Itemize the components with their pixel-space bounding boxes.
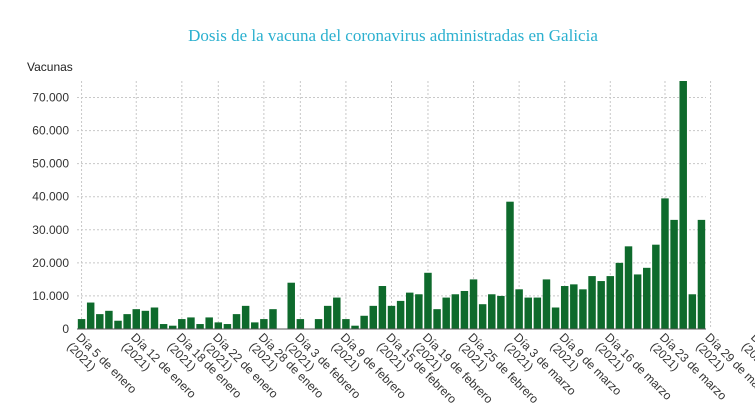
bar[interactable] [205,317,213,329]
bar[interactable] [260,319,268,329]
y-tick-label: 50.000 [32,157,69,171]
bar[interactable] [196,324,204,329]
bar[interactable] [214,322,223,329]
y-tick-label: 60.000 [32,124,69,138]
bar[interactable] [141,310,150,329]
x-gridlines [81,81,712,329]
bar[interactable] [387,305,396,329]
bar[interactable] [688,294,697,329]
bar[interactable] [497,295,505,329]
bar[interactable] [86,302,95,329]
bar[interactable] [643,267,651,329]
bar[interactable] [488,294,496,329]
bar[interactable] [77,319,86,329]
y-tick-label: 30.000 [32,223,69,237]
bar[interactable] [351,325,359,329]
bar[interactable] [560,286,569,329]
bar[interactable] [241,305,250,329]
bar[interactable] [679,81,687,329]
bar[interactable] [168,325,177,329]
bar[interactable] [360,315,368,329]
bar[interactable] [551,307,560,329]
bar[interactable] [542,279,551,329]
bar[interactable] [114,320,122,329]
bar[interactable] [570,284,578,329]
bar[interactable] [123,314,131,329]
bar[interactable] [633,274,642,329]
bar[interactable] [251,322,259,329]
bar[interactable] [670,219,678,329]
y-tick-label: 70.000 [32,91,69,105]
bar[interactable] [323,305,332,329]
chart-title: Dosis de la vacuna del coronavirus admin… [188,26,598,45]
bar[interactable] [615,262,624,329]
bar[interactable] [624,246,633,329]
y-axis-label: Vacunas [27,60,73,74]
bar[interactable] [478,304,487,329]
bar[interactable] [232,314,241,329]
bar[interactable] [506,201,514,329]
y-tick-labels: 0 10.000 20.000 30.000 40.000 50.000 60.000 70.… [32,91,69,336]
y-tick-label: 20.000 [32,256,69,270]
bar[interactable] [415,294,423,329]
bar[interactable] [460,290,469,329]
x-tick-labels: Día 5 de enero(2021) Día 12 de enero(2021… [64,330,755,406]
y-tick-label: 40.000 [32,190,69,204]
bar[interactable] [597,281,605,329]
bar[interactable] [287,282,295,329]
bar[interactable] [442,297,450,329]
bar[interactable] [606,276,615,329]
bar[interactable] [314,319,323,329]
bar[interactable] [269,309,277,329]
bar[interactable] [652,244,660,329]
bar[interactable] [579,289,587,329]
bar[interactable] [369,305,378,329]
bar[interactable] [588,276,596,329]
bar[interactable] [96,314,104,329]
bar[interactable] [515,289,523,329]
y-tick-label: 0 [62,322,69,336]
bars [77,81,706,329]
bar[interactable] [178,319,186,329]
bar[interactable] [150,307,159,329]
bar[interactable] [105,310,113,329]
bar[interactable] [378,286,387,329]
bar[interactable] [469,279,478,329]
bar[interactable] [405,292,414,329]
bar[interactable] [223,324,232,329]
bar[interactable] [433,309,441,329]
bar[interactable] [132,309,140,329]
bar[interactable] [533,297,542,329]
bar[interactable] [396,300,405,329]
bar[interactable] [524,297,532,329]
bar[interactable] [187,317,195,329]
bar[interactable] [697,219,706,329]
bar[interactable] [296,319,305,329]
bar[interactable] [342,319,350,329]
bar[interactable] [451,294,460,329]
bar[interactable] [661,198,669,329]
bar[interactable] [424,272,432,329]
bar[interactable] [333,297,341,329]
bar[interactable] [159,324,168,329]
y-tick-label: 10.000 [32,289,69,303]
